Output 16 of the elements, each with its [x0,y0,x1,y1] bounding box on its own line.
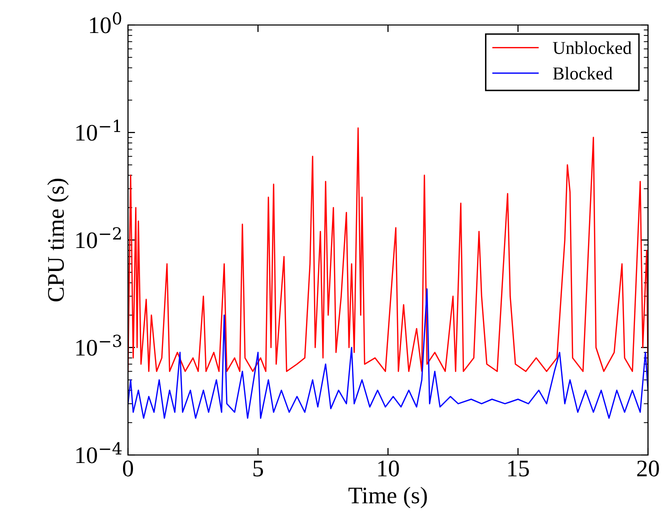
y-tick-label: 10$^{−2}$ [76,227,121,248]
x-axis-title: Time (s) [348,486,427,508]
y-tick-label: 10$^{0}$ [90,12,122,34]
x-tick-label: 15 [508,460,529,476]
legend-label: Unblocked [552,41,632,54]
y-tick-label: 10$^{−1}$ [76,120,120,141]
x-tick-label: 5 [253,460,263,476]
line-series [128,127,648,372]
y-axis-title: CPU time (s) [47,178,69,302]
x-tick-label: 20 [637,460,659,476]
x-tick-label: 10 [378,460,399,476]
legend-label: Blocked [553,66,612,80]
line-series [128,288,648,419]
x-tick-label: 0 [122,460,134,476]
y-tick-label: 10$^{−4}$ [76,442,122,464]
y-tick-label: 10$^{−3}$ [76,334,122,356]
